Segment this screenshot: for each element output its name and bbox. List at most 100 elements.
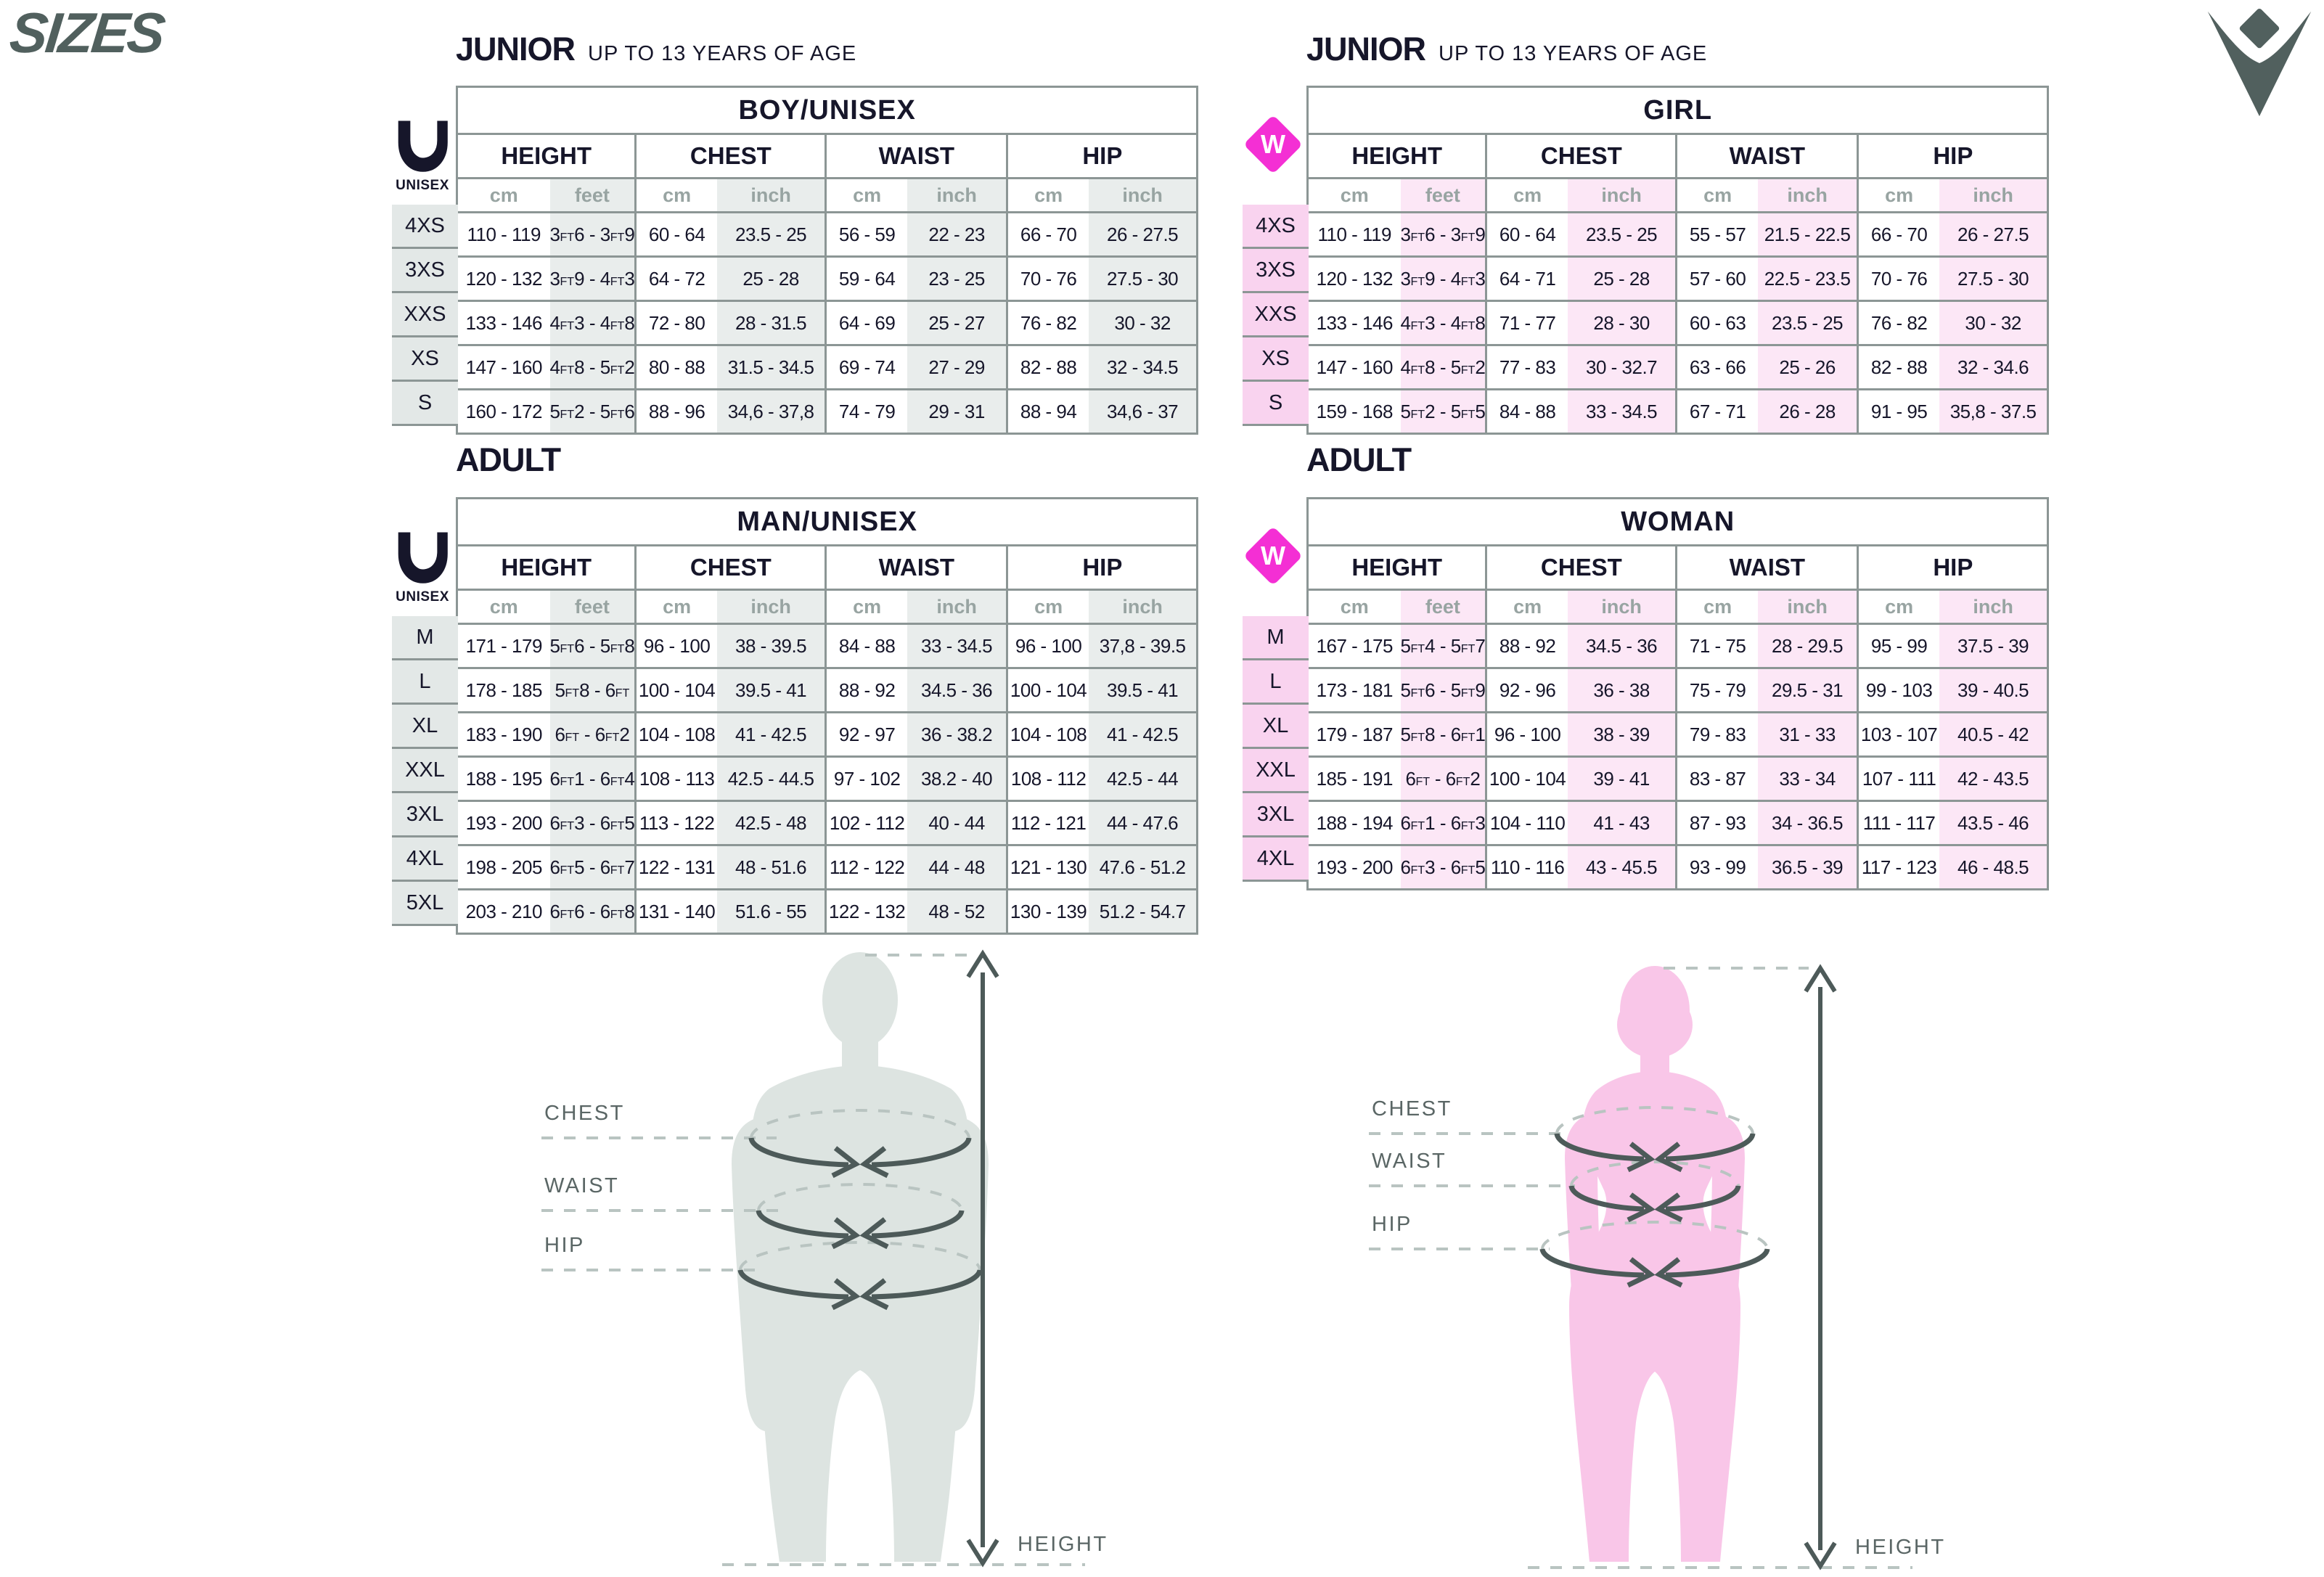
table-cell: 39 - 41 <box>1567 755 1677 801</box>
column-header-height: HEIGHT <box>1306 133 1488 179</box>
unit-label: cm <box>1675 177 1758 213</box>
size-table-junior-boy: BOY/UNISEX HEIGHT CHEST WAIST HIP cm feet cm inc… <box>455 86 1199 435</box>
table-cell: 27 - 29 <box>907 344 1007 390</box>
unit-label: cm <box>1006 177 1089 213</box>
table-cell: 34 - 36.5 <box>1757 800 1858 845</box>
feet-unit-abbrev: FT <box>1410 863 1425 877</box>
table-cell: 4FT8 - 5FT2 <box>1400 344 1486 390</box>
feet-unit-abbrev: FT <box>610 863 625 877</box>
column-header-chest: CHEST <box>1485 133 1678 179</box>
unit-row: cm feet cm inch cm inch cm inch <box>456 589 1199 624</box>
size-label: XL <box>392 703 458 747</box>
table-cell: 33 - 34.5 <box>907 623 1007 668</box>
unit-label: cm <box>456 589 550 624</box>
size-label: XXL <box>1243 747 1309 791</box>
feet-unit-abbrev: FT <box>605 730 620 744</box>
table-cell: 4FT3 - 4FT8 <box>549 300 636 345</box>
table-cell: 5FT8 - 6FT1 <box>1400 711 1486 757</box>
table-cell: 6FT1 - 6FT4 <box>549 755 636 801</box>
unit-label: cm <box>634 589 717 624</box>
unit-label: cm <box>1485 589 1568 624</box>
table-group-title: BOY/UNISEX <box>455 86 1199 135</box>
column-header-hip: HIP <box>1857 544 2050 591</box>
table-cell: 84 - 88 <box>1485 388 1568 435</box>
table-cell: 32 - 34.5 <box>1088 344 1199 390</box>
feet-unit-abbrev: FT <box>615 686 630 700</box>
group-header-row: WOMAN <box>1306 497 2050 546</box>
table-cell: 23.5 - 25 <box>1567 211 1677 257</box>
table-cell: 88 - 92 <box>825 667 907 713</box>
table-cell: 76 - 82 <box>1006 300 1089 345</box>
table-cell: 82 - 88 <box>1857 344 1939 390</box>
column-header-hip: HIP <box>1857 133 2050 179</box>
table-cell: 60 - 64 <box>634 211 717 257</box>
table-cell: 42.5 - 48 <box>716 800 826 845</box>
table-cell: 26 - 27.5 <box>1088 211 1199 257</box>
table-cell: 99 - 103 <box>1857 667 1939 713</box>
feet-unit-abbrev: FT <box>1410 319 1425 332</box>
table-cell: 42.5 - 44.5 <box>716 755 826 801</box>
table-cell: 23.5 - 25 <box>1757 300 1858 345</box>
unit-label: inch <box>1567 589 1677 624</box>
column-header-row: HEIGHT CHEST WAIST HIP <box>1306 133 2050 179</box>
section-title-junior-left: JUNIOR UP TO 13 YEARS OF AGE <box>456 30 856 68</box>
table-cell: 39.5 - 41 <box>1088 667 1199 713</box>
table-cell: 57 - 60 <box>1675 255 1758 301</box>
size-label-column: M L XL XXL 3XL 4XL 5XL <box>392 616 458 926</box>
unit-label: feet <box>549 589 636 624</box>
unit-label: feet <box>549 177 636 213</box>
table-cell: 88 - 96 <box>634 388 717 435</box>
table-cell: 88 - 94 <box>1006 388 1089 435</box>
table-cell: 110 - 116 <box>1485 844 1568 890</box>
table-cell: 122 - 132 <box>825 888 907 935</box>
table-cell: 104 - 110 <box>1485 800 1568 845</box>
feet-unit-abbrev: FT <box>610 907 625 921</box>
woman-measurement-figure: CHEST WAIST HIP HEIGHT <box>1364 943 1944 1573</box>
table-block-junior-girl: W GIRL HEIGHT CHEST WAIST HIP cm feet cm inch cm i… <box>1243 86 2050 435</box>
table-cell: 100 - 104 <box>634 667 717 713</box>
man-chest-label: CHEST <box>544 1102 625 1125</box>
table-cell: 6FT3 - 6FT5 <box>549 800 636 845</box>
table-cell: 6FT - 6FT2 <box>549 711 636 757</box>
measure-arrows <box>737 1137 983 1311</box>
woman-silhouette <box>1565 966 1745 1562</box>
section-title-adult-left: ADULT <box>456 441 561 479</box>
section-title-text: JUNIOR <box>456 30 576 67</box>
table-cell: 96 - 100 <box>634 623 717 668</box>
dashed-guides <box>1369 967 1912 1569</box>
feet-unit-abbrev: FT <box>1460 274 1476 288</box>
unit-label: inch <box>716 589 826 624</box>
table-cell: 63 - 66 <box>1675 344 1758 390</box>
size-table-adult-woman: WOMAN HEIGHT CHEST WAIST HIP cm feet cm inch cm in… <box>1306 497 2050 890</box>
table-cell: 6FT - 6FT2 <box>1400 755 1486 801</box>
table-cell: 48 - 52 <box>907 888 1007 935</box>
unit-label: cm <box>1306 589 1401 624</box>
man-silhouette <box>732 952 989 1562</box>
table-cell: 38 - 39.5 <box>716 623 826 668</box>
table-cell: 193 - 200 <box>1306 844 1401 890</box>
section-subtitle-text: UP TO 13 YEARS OF AGE <box>1439 42 1708 65</box>
size-row-s: 159 - 168 5FT2 - 5FT5 84 - 88 33 - 34.5 67 -… <box>1306 388 2050 435</box>
size-row-xs: 147 - 160 4FT8 - 5FT2 77 - 83 30 - 32.7 63 -… <box>1306 344 2050 390</box>
table-cell: 93 - 99 <box>1675 844 1758 890</box>
unit-label: cm <box>1485 177 1568 213</box>
column-header-row: HEIGHT CHEST WAIST HIP <box>1306 544 2050 591</box>
unit-label: inch <box>1088 589 1199 624</box>
size-label: 4XL <box>1243 835 1309 882</box>
feet-unit-abbrev: FT <box>1410 230 1425 244</box>
table-cell: 60 - 64 <box>1485 211 1568 257</box>
unisex-badge-label: UNISEX <box>396 178 449 193</box>
table-cell: 87 - 93 <box>1675 800 1758 845</box>
woman-hip-label: HIP <box>1372 1213 1412 1236</box>
table-cell: 198 - 205 <box>456 844 550 890</box>
table-cell: 102 - 112 <box>825 800 907 845</box>
woman-chest-label: CHEST <box>1372 1097 1452 1121</box>
table-cell: 88 - 92 <box>1485 623 1568 668</box>
feet-unit-abbrev: FT <box>1415 774 1431 788</box>
table-cell: 27.5 - 30 <box>1088 255 1199 301</box>
table-cell: 96 - 100 <box>1006 623 1089 668</box>
table-cell: 43 - 45.5 <box>1567 844 1677 890</box>
group-header-row: BOY/UNISEX <box>455 86 1199 135</box>
section-subtitle-text: UP TO 13 YEARS OF AGE <box>588 42 857 65</box>
table-cell: 131 - 140 <box>634 888 717 935</box>
